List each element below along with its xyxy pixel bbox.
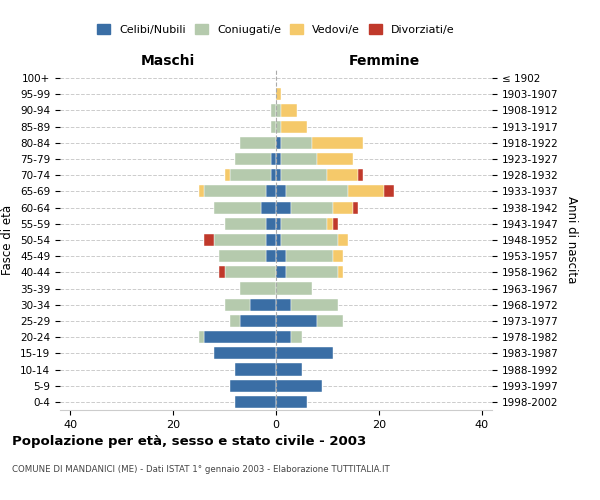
Bar <box>328 169 358 181</box>
Bar <box>281 234 338 246</box>
Bar <box>332 218 338 230</box>
Bar <box>230 380 276 392</box>
Bar <box>332 250 343 262</box>
Bar <box>281 120 307 132</box>
Bar <box>240 137 276 149</box>
Bar <box>281 137 312 149</box>
Bar <box>276 348 332 360</box>
Bar <box>199 331 204 343</box>
Bar <box>276 396 307 408</box>
Bar <box>276 364 302 376</box>
Bar <box>281 169 328 181</box>
Bar <box>271 169 276 181</box>
Bar <box>286 266 338 278</box>
Bar <box>384 186 394 198</box>
Bar <box>286 250 332 262</box>
Bar <box>338 266 343 278</box>
Bar <box>214 202 260 213</box>
Bar <box>276 218 281 230</box>
Bar <box>214 234 266 246</box>
Bar <box>276 202 292 213</box>
Y-axis label: Fasce di età: Fasce di età <box>1 205 14 275</box>
Bar <box>276 169 281 181</box>
Bar <box>353 202 358 213</box>
Bar <box>286 186 348 198</box>
Bar <box>276 153 281 165</box>
Bar <box>276 137 281 149</box>
Bar <box>271 153 276 165</box>
Bar <box>266 234 276 246</box>
Bar <box>224 169 230 181</box>
Bar <box>235 364 276 376</box>
Bar <box>332 202 353 213</box>
Bar <box>214 348 276 360</box>
Bar <box>266 250 276 262</box>
Bar <box>292 331 302 343</box>
Bar <box>292 202 332 213</box>
Bar <box>276 282 312 294</box>
Bar <box>240 315 276 327</box>
Bar <box>317 153 353 165</box>
Bar <box>220 266 224 278</box>
Bar <box>292 298 338 311</box>
Bar <box>220 250 266 262</box>
Bar <box>276 88 281 101</box>
Bar <box>224 266 276 278</box>
Text: Femmine: Femmine <box>349 54 419 68</box>
Bar <box>260 202 276 213</box>
Bar <box>348 186 384 198</box>
Bar <box>281 218 328 230</box>
Bar <box>204 331 276 343</box>
Legend: Celibi/Nubili, Coniugati/e, Vedovi/e, Divorziati/e: Celibi/Nubili, Coniugati/e, Vedovi/e, Di… <box>94 21 458 38</box>
Bar <box>317 315 343 327</box>
Text: COMUNE DI MANDANICI (ME) - Dati ISTAT 1° gennaio 2003 - Elaborazione TUTTITALIA.: COMUNE DI MANDANICI (ME) - Dati ISTAT 1°… <box>12 465 390 474</box>
Text: Maschi: Maschi <box>141 54 195 68</box>
Bar <box>235 153 271 165</box>
Bar <box>240 282 276 294</box>
Bar <box>276 104 281 117</box>
Bar <box>276 315 317 327</box>
Bar <box>276 234 281 246</box>
Bar <box>276 120 281 132</box>
Bar <box>276 331 292 343</box>
Bar <box>250 298 276 311</box>
Text: Popolazione per età, sesso e stato civile - 2003: Popolazione per età, sesso e stato civil… <box>12 435 366 448</box>
Bar <box>328 218 332 230</box>
Bar <box>271 104 276 117</box>
Bar <box>281 104 296 117</box>
Bar <box>276 266 286 278</box>
Bar <box>276 298 292 311</box>
Bar <box>276 380 322 392</box>
Bar <box>235 396 276 408</box>
Bar <box>281 153 317 165</box>
Bar <box>199 186 204 198</box>
Bar <box>204 186 266 198</box>
Bar <box>266 186 276 198</box>
Bar <box>230 169 271 181</box>
Bar <box>312 137 364 149</box>
Bar <box>204 234 214 246</box>
Bar <box>338 234 348 246</box>
Bar <box>224 218 266 230</box>
Bar <box>358 169 364 181</box>
Bar <box>230 315 240 327</box>
Bar <box>276 250 286 262</box>
Y-axis label: Anni di nascita: Anni di nascita <box>565 196 578 284</box>
Bar <box>276 186 286 198</box>
Bar <box>224 298 250 311</box>
Bar <box>266 218 276 230</box>
Bar <box>271 120 276 132</box>
